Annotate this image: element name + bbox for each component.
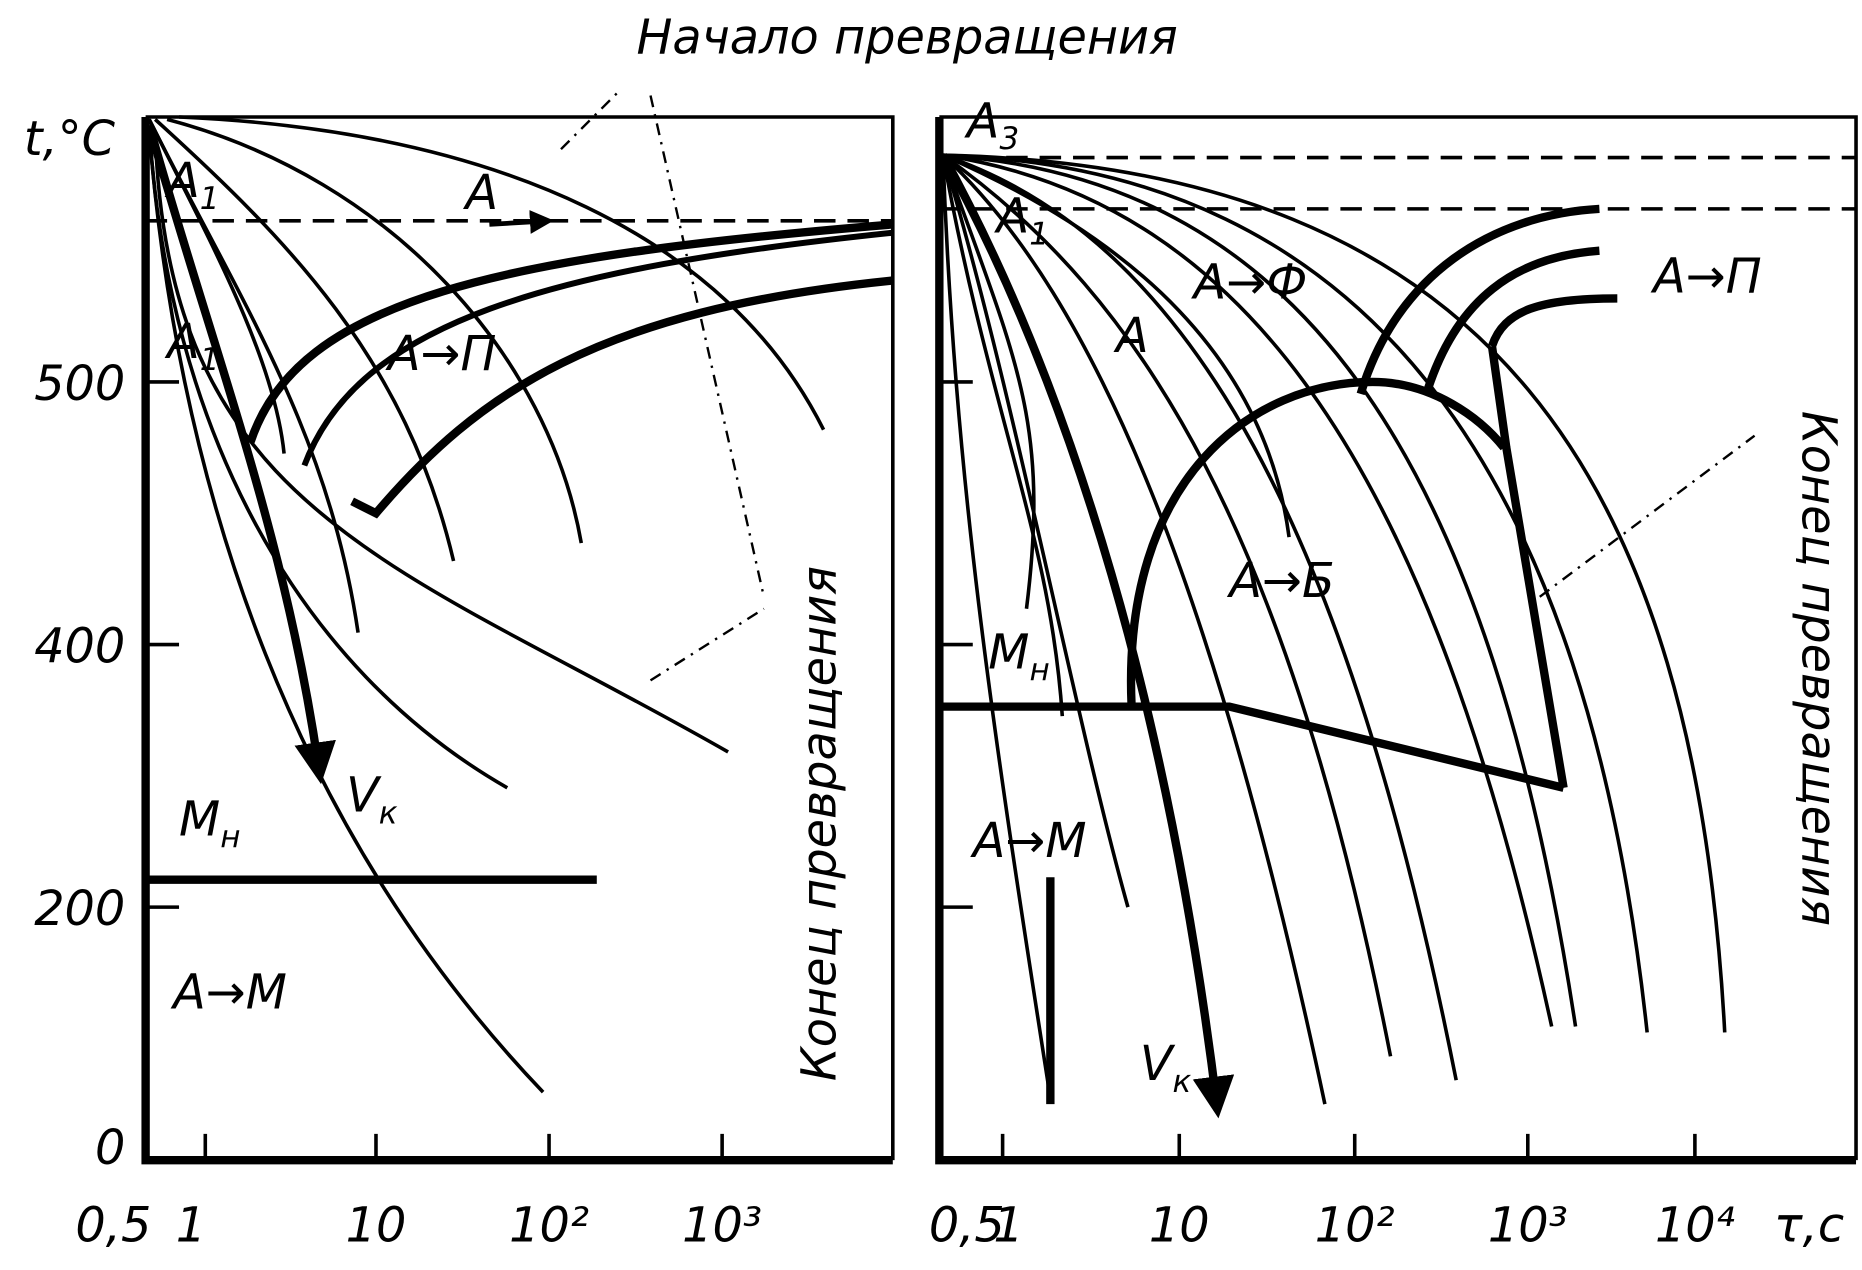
label: Mн xyxy=(179,793,240,856)
label: A→П xyxy=(1650,249,1762,304)
label-sub: н xyxy=(220,819,240,855)
x-tick-label: 1 xyxy=(176,1198,206,1253)
label-text: A xyxy=(463,166,499,221)
vk-arrow xyxy=(939,153,1235,1119)
start-curve-2 xyxy=(1422,246,1600,396)
right-panel xyxy=(935,115,1858,1165)
label-text: M xyxy=(988,625,1029,680)
label: A→П xyxy=(385,327,497,382)
label: A3 xyxy=(964,94,1019,157)
label: Vк xyxy=(346,769,398,832)
cooling-curves xyxy=(941,153,1727,1105)
leader xyxy=(1539,434,1756,598)
label: Vк xyxy=(1140,1037,1192,1100)
y-tick-label: 400 xyxy=(34,619,125,674)
label: A1 xyxy=(164,315,219,378)
y-ticks xyxy=(939,380,973,909)
leaders xyxy=(560,88,766,682)
x-tick-label: 10³ xyxy=(682,1198,762,1253)
label-text: A→M xyxy=(970,814,1087,869)
x-tick-label: 10⁴ xyxy=(1655,1198,1735,1253)
label: A1 xyxy=(994,190,1049,253)
label-text: A→П xyxy=(1650,249,1762,304)
label-text: V xyxy=(1140,1037,1176,1092)
label: A xyxy=(1113,309,1149,364)
label-text: A→Б xyxy=(1226,554,1334,609)
caption-end: Конец превращения xyxy=(793,566,848,1081)
start-curve xyxy=(246,220,894,443)
label-text: A xyxy=(164,154,200,209)
axes xyxy=(935,116,1857,1165)
label-text: A→П xyxy=(385,327,497,382)
bainite-boundary xyxy=(1487,294,1618,789)
frame xyxy=(939,115,1858,1161)
start-curve-2 xyxy=(301,229,894,467)
end-curve xyxy=(350,276,894,519)
left-panel xyxy=(141,88,895,1165)
label: A→M xyxy=(970,814,1087,869)
x-tick-label: 10 xyxy=(1149,1198,1210,1253)
vk-arrow xyxy=(145,124,336,785)
frame xyxy=(145,115,895,1161)
x-axis-unit: τ,с xyxy=(1774,1198,1844,1253)
y-tick-label: 500 xyxy=(34,357,125,412)
label-text: V xyxy=(346,769,382,824)
a3-a1-lines xyxy=(939,155,1857,211)
end-curve xyxy=(1126,377,1508,705)
label-text: A xyxy=(964,94,1000,149)
x-tick-label: 0,5 xyxy=(929,1198,1005,1253)
start-curve xyxy=(1356,204,1600,396)
x-tick-label: 10² xyxy=(1315,1198,1395,1253)
x-tick-label: 10 xyxy=(346,1198,407,1253)
y-axis-label: t,°C xyxy=(24,112,116,167)
label-text: A→M xyxy=(170,966,287,1021)
label-text: A xyxy=(164,315,200,370)
label-sub: к xyxy=(379,796,398,832)
y-ticks xyxy=(145,380,180,909)
label-sub: н xyxy=(1029,652,1049,688)
label-text: A xyxy=(994,190,1030,245)
x-tick-label: 10² xyxy=(509,1198,589,1253)
label: A→Б xyxy=(1226,554,1334,609)
x-tick-label: 0,5 xyxy=(75,1198,151,1253)
mn-line xyxy=(939,702,1565,792)
x-ticks xyxy=(1000,1133,1697,1161)
arrow xyxy=(489,210,554,234)
cooling-curves xyxy=(147,115,826,1094)
label: Mн xyxy=(988,625,1049,688)
axes xyxy=(141,116,893,1165)
caption-end: Конец превращения xyxy=(1790,411,1845,926)
x-tick-label: 10³ xyxy=(1488,1198,1568,1253)
labels: Начало превращения t,°C 500 400 200 0 τ,… xyxy=(24,11,1845,1254)
label-sub: 1 xyxy=(200,181,220,217)
label: A→M xyxy=(170,966,287,1021)
caption-start: Начало превращения xyxy=(636,11,1177,66)
x-ticks xyxy=(203,1133,724,1161)
x-tick-label: 1 xyxy=(993,1198,1023,1253)
y-tick-label: 200 xyxy=(34,882,125,937)
label-text: A→Ф xyxy=(1191,255,1308,310)
label: A→Ф xyxy=(1191,255,1308,310)
label-sub: 3 xyxy=(999,121,1019,157)
label-sub: к xyxy=(1173,1064,1192,1100)
y-tick-label: 0 xyxy=(95,1121,125,1176)
label: A xyxy=(463,166,499,221)
label: A1 xyxy=(164,154,219,217)
label-text: A xyxy=(1113,309,1149,364)
label-text: M xyxy=(179,793,220,848)
label-sub: 1 xyxy=(1029,217,1049,253)
label-sub: 1 xyxy=(200,342,220,378)
